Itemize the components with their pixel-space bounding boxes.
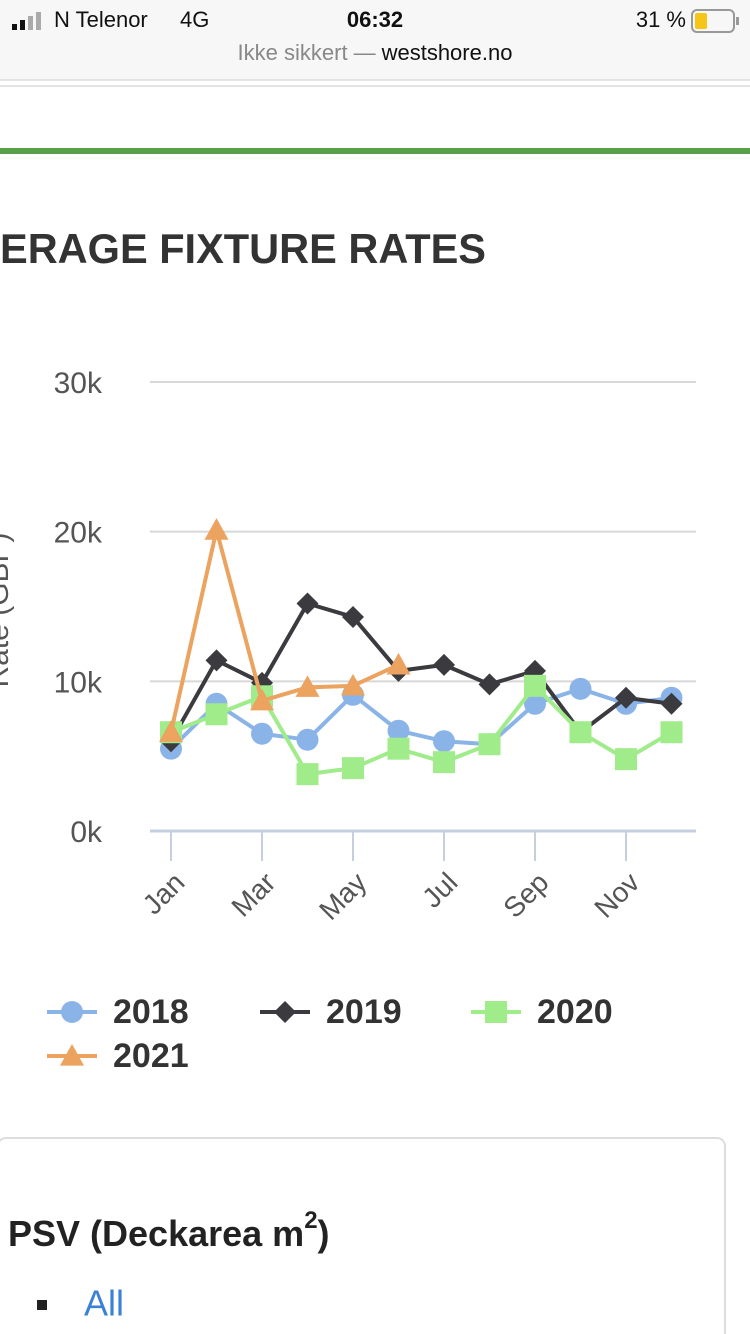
card <box>0 1137 726 1334</box>
card-heading: PSV (Deckarea m2) <box>8 1207 330 1253</box>
point <box>615 686 637 709</box>
battery-icon <box>691 9 739 33</box>
point <box>660 692 683 715</box>
point <box>296 728 319 751</box>
heading-text: PSV (Deckarea m <box>8 1213 304 1254</box>
point <box>387 719 410 742</box>
bullet <box>37 1300 47 1310</box>
point <box>387 737 410 760</box>
point <box>569 677 592 700</box>
chart-title: ERAGE FIXTURE RATES <box>0 225 486 272</box>
x-tick-label: Nov <box>588 867 645 924</box>
heading-sup: 2 <box>304 1207 317 1234</box>
x-tick-label: May <box>313 867 372 926</box>
legend-item: 2019 <box>260 993 402 1031</box>
point <box>60 1044 84 1066</box>
point <box>342 757 364 780</box>
separator: — <box>354 40 376 65</box>
point <box>159 720 183 742</box>
heading-end: ) <box>318 1213 330 1254</box>
series-line <box>170 683 673 777</box>
point <box>386 652 411 675</box>
carrier: N Telenor <box>54 7 148 32</box>
legend-label: 2021 <box>113 1037 189 1075</box>
list-link[interactable]: All <box>84 1283 124 1324</box>
point <box>296 763 319 786</box>
browser-bar <box>0 0 750 80</box>
point <box>660 721 683 744</box>
x-tick-label: Jul <box>416 867 463 914</box>
point <box>524 674 546 697</box>
legend-item: 2018 <box>47 993 189 1031</box>
x-tick-label: Mar <box>225 867 281 923</box>
point <box>478 733 501 756</box>
series-line <box>169 528 400 733</box>
security-note: Ikke sikkert <box>238 40 348 65</box>
point <box>615 748 637 771</box>
legend-label: 2019 <box>326 993 402 1031</box>
point <box>524 692 546 715</box>
clock: 06:32 <box>347 7 403 32</box>
accent-line <box>0 148 750 154</box>
y-tick-label: 0k <box>70 816 103 849</box>
y-tick-label: 20k <box>54 517 103 550</box>
point <box>342 605 364 628</box>
point <box>341 673 365 696</box>
series-line <box>169 601 672 743</box>
y-tick-label: 10k <box>54 666 103 699</box>
point <box>274 1001 296 1023</box>
domain: westshore.no <box>381 40 513 65</box>
point <box>251 722 273 745</box>
address[interactable]: Ikke sikkert — westshore.no <box>238 40 513 65</box>
point <box>61 1001 83 1023</box>
legend-item: 2021 <box>47 1037 189 1075</box>
y-tick-label: 30k <box>54 367 103 400</box>
point <box>433 653 455 676</box>
signal <box>12 12 41 30</box>
point <box>250 688 274 711</box>
point <box>478 673 501 696</box>
series <box>159 518 411 742</box>
point <box>569 721 592 744</box>
x-tick-label: Jan <box>137 867 191 921</box>
point <box>295 675 320 697</box>
point <box>296 592 319 615</box>
y-axis-label: Rate (GBP) <box>0 532 15 687</box>
point <box>433 751 455 774</box>
battery-level: 31 % <box>636 7 686 32</box>
point <box>485 1001 507 1023</box>
series <box>160 674 683 786</box>
point <box>204 518 229 540</box>
point <box>205 649 228 672</box>
network: 4G <box>180 7 209 32</box>
point <box>433 730 455 753</box>
plot: 0k 10k 20k 30k Jan Mar May Jul Sep Nov 2018 2019 202… <box>47 367 696 1075</box>
legend-label: 2020 <box>537 993 613 1031</box>
legend-label: 2018 <box>113 993 189 1031</box>
point <box>205 703 228 726</box>
legend-item: 2020 <box>471 993 613 1031</box>
x-tick-label: Sep <box>497 867 554 924</box>
